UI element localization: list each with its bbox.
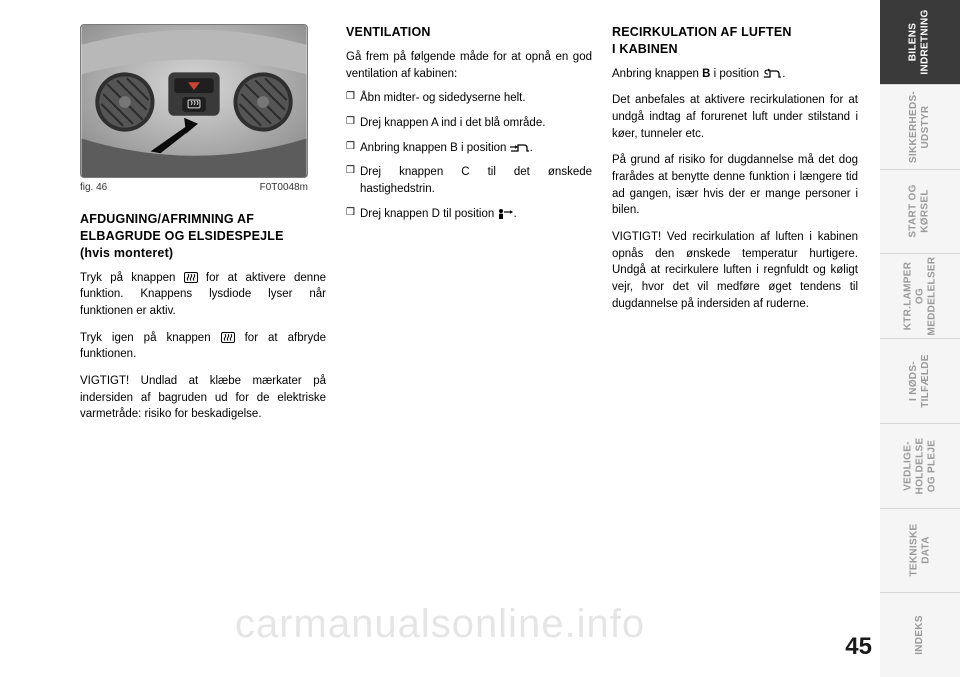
col2-item-2: Drej knappen A ind i det blå område. — [346, 115, 592, 132]
tab-nodstilfaelde[interactable]: I NØDS- TILFÆLDE — [880, 339, 960, 424]
tab-label: TEKNISKE DATA — [908, 524, 932, 577]
figure-number: fig. 46 — [80, 182, 107, 193]
col2-item-4: Drej knappen C til det ønskede hastighed… — [346, 164, 592, 197]
tab-label: KTR.LAMPER OG MEDDELELSER — [902, 257, 938, 336]
tab-label: START OG KØRSEL — [908, 185, 932, 238]
column-2: VENTILATION Gå frem på følgende måde for… — [346, 24, 592, 433]
col2-list: Åbn midter- og sidedyserne helt. Drej kn… — [346, 90, 592, 222]
figure-code: F0T0048m — [260, 182, 308, 193]
text: ind i det blå område. — [438, 117, 545, 129]
text: i position — [458, 142, 510, 154]
text-columns: fig. 46 F0T0048m AFDUGNING/AFRIMNING AF … — [80, 24, 858, 433]
tab-indeks[interactable]: INDEKS — [880, 593, 960, 677]
text: Anbring knappen — [360, 142, 450, 154]
col3-p2: Det anbefales at aktivere recirkulatione… — [612, 92, 858, 142]
tab-vedligeholdelse[interactable]: VEDLIGE- HOLDELSE OG PLEJE — [880, 424, 960, 509]
col3-heading-line2: I KABINEN — [612, 41, 858, 58]
knob-letter: D — [432, 208, 440, 220]
col1-p1-a: Tryk på knappen — [80, 272, 184, 284]
text: Drej knappen — [360, 166, 461, 178]
page-number: 45 — [845, 633, 872, 661]
text: Drej knappen — [360, 208, 432, 220]
col3-p1: Anbring knappen B i position . — [612, 66, 858, 83]
col3-p3: På grund af risiko for dugdannelse må de… — [612, 152, 858, 219]
col1-heading-note: (hvis monteret) — [80, 246, 173, 260]
tab-label: INDEKS — [914, 615, 926, 655]
text: . — [513, 208, 516, 220]
tab-label: VEDLIGE- HOLDELSE OG PLEJE — [902, 437, 938, 494]
knob-letter: B — [450, 142, 458, 154]
text: til position — [440, 208, 498, 220]
dashboard-vent-illustration — [81, 25, 307, 177]
col1-p3: VIGTIGT! Undlad at klæbe mærkater på ind… — [80, 373, 326, 423]
figure-image — [80, 24, 308, 178]
col3-p4: VIGTIGT! Ved recirkulation af luften i k… — [612, 229, 858, 312]
col2-heading: VENTILATION — [346, 24, 592, 41]
col3-heading: RECIRKULATION AF LUFTEN I KABINEN — [612, 24, 858, 58]
col1-heading-line2: ELBAGRUDE OG ELSIDESPEJLE — [80, 228, 326, 245]
column-3: RECIRKULATION AF LUFTEN I KABINEN Anbrin… — [612, 24, 858, 433]
text: Anbring knappen — [612, 68, 702, 80]
air-face-icon — [497, 208, 513, 220]
tab-sikkerhedsudstyr[interactable]: SIKKERHEDS- UDSTYR — [880, 85, 960, 170]
col2-intro: Gå frem på følgende måde for at opnå en … — [346, 49, 592, 82]
text: . — [530, 142, 533, 154]
col1-p1: Tryk på knappen for at aktivere denne fu… — [80, 270, 326, 320]
text: i position — [710, 68, 762, 80]
air-recirc-icon — [762, 68, 782, 79]
tab-label: SIKKERHEDS- UDSTYR — [908, 91, 932, 163]
col3-heading-line1: RECIRKULATION AF LUFTEN — [612, 25, 792, 39]
figure-caption: fig. 46 F0T0048m — [80, 182, 308, 193]
col1-p2-a: Tryk igen på knappen — [80, 332, 221, 344]
page-content: fig. 46 F0T0048m AFDUGNING/AFRIMNING AF … — [0, 0, 870, 677]
knob-letter: C — [461, 166, 469, 178]
rear-defrost-icon — [184, 272, 198, 283]
air-outside-icon — [510, 142, 530, 153]
chapter-tabs: BILENS INDRETNING SIKKERHEDS- UDSTYR STA… — [880, 0, 960, 677]
text: Drej knappen — [360, 117, 431, 129]
col1-heading-line1: AFDUGNING/AFRIMNING AF — [80, 212, 254, 226]
tab-bilens-indretning[interactable]: BILENS INDRETNING — [880, 0, 960, 85]
tab-tekniske-data[interactable]: TEKNISKE DATA — [880, 509, 960, 594]
tab-ktr-lamper[interactable]: KTR.LAMPER OG MEDDELELSER — [880, 254, 960, 339]
text: . — [782, 68, 785, 80]
col1-p2: Tryk igen på knappen for at afbryde funk… — [80, 330, 326, 363]
col1-heading: AFDUGNING/AFRIMNING AF ELBAGRUDE OG ELSI… — [80, 211, 326, 262]
tab-start-og-korsel[interactable]: START OG KØRSEL — [880, 170, 960, 255]
col2-item-3: Anbring knappen B i position . — [346, 140, 592, 157]
tab-label: I NØDS- TILFÆLDE — [908, 354, 932, 408]
column-1: fig. 46 F0T0048m AFDUGNING/AFRIMNING AF … — [80, 24, 326, 433]
knob-letter: A — [431, 117, 438, 129]
rear-defrost-icon — [221, 332, 235, 343]
col2-item-5: Drej knappen D til position . — [346, 206, 592, 223]
col2-item-1: Åbn midter- og sidedyserne helt. — [346, 90, 592, 107]
tab-label: BILENS INDRETNING — [908, 9, 932, 74]
